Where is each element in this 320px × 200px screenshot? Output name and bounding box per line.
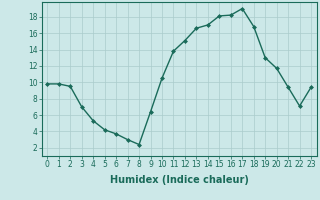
X-axis label: Humidex (Indice chaleur): Humidex (Indice chaleur) <box>110 175 249 185</box>
